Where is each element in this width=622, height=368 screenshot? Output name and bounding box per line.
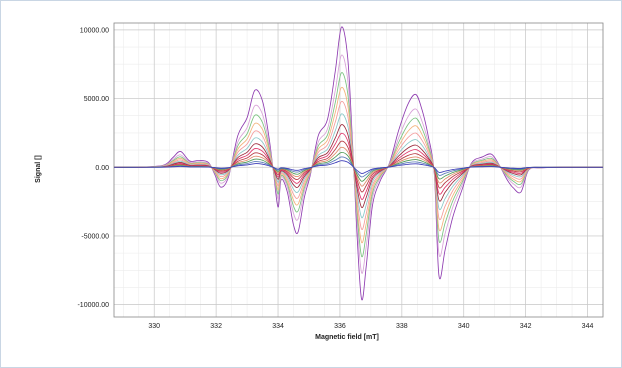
major-grid	[114, 23, 603, 317]
series-line-6	[113, 113, 604, 219]
series-line-4	[113, 86, 604, 244]
y-tick-label: -5000.00	[81, 233, 109, 240]
series-line-3	[113, 72, 604, 258]
x-axis-label: Magnetic field [mT]	[315, 334, 379, 341]
x-tick-label: 342	[520, 323, 532, 330]
series-line-8	[113, 132, 604, 200]
series-line-2	[113, 54, 604, 274]
series-line-7	[113, 124, 604, 209]
series-layer	[113, 26, 604, 301]
series-line-1	[113, 26, 604, 301]
x-tick-label: 344	[582, 323, 594, 330]
x-tick-label: 340	[458, 323, 470, 330]
x-axis-ticks: 330 332 334 336 338 340 342 344	[148, 323, 593, 330]
y-tick-label: 0.00	[95, 165, 109, 172]
minor-grid	[114, 23, 604, 317]
x-tick-label: 330	[148, 323, 160, 330]
y-tick-label: 10000.00	[80, 27, 109, 34]
x-tick-label: 332	[210, 323, 222, 330]
series-line-5	[113, 100, 604, 231]
y-tick-label: 5000.00	[84, 96, 109, 103]
x-tick-label: 334	[272, 323, 284, 330]
y-axis-ticks: 10000.00 5000.00 0.00 -5000.00 -10000.00	[77, 27, 109, 309]
series-line-13	[113, 160, 603, 174]
y-tick-label: -10000.00	[77, 302, 109, 309]
plot-area	[113, 22, 604, 318]
x-tick-label: 336	[334, 323, 346, 330]
x-tick-label: 338	[396, 323, 408, 330]
y-axis-label: Signal []	[35, 155, 42, 183]
